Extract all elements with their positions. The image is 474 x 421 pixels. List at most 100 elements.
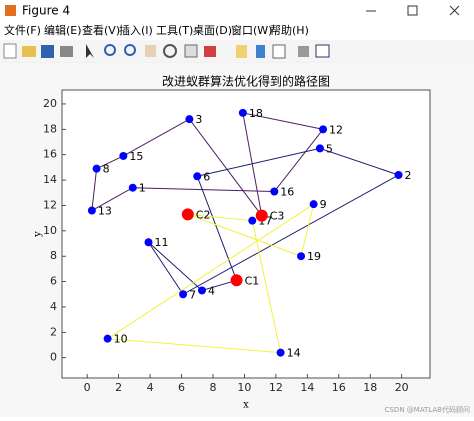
point-label: 13 bbox=[98, 205, 112, 218]
route-line bbox=[91, 112, 324, 216]
point-label: 11 bbox=[154, 236, 168, 249]
new-icon[interactable] bbox=[3, 43, 17, 59]
axes-box bbox=[61, 89, 431, 379]
customer-point bbox=[179, 290, 188, 299]
customer-point bbox=[248, 216, 257, 225]
customer-point bbox=[297, 252, 306, 261]
pointer-icon[interactable] bbox=[86, 44, 94, 58]
y-tick-label: 12 bbox=[43, 198, 57, 211]
point-label: 19 bbox=[307, 250, 321, 263]
open-icon[interactable] bbox=[22, 46, 36, 57]
customer-point bbox=[185, 115, 194, 124]
menu-item[interactable]: 插入(I) bbox=[119, 23, 153, 37]
title-bar bbox=[0, 0, 474, 22]
point-label: 4 bbox=[208, 284, 215, 297]
point-label: 16 bbox=[280, 185, 294, 198]
app-icon bbox=[5, 5, 16, 16]
y-tick-label: 8 bbox=[50, 249, 57, 262]
menu-item[interactable]: 编辑(E) bbox=[44, 23, 82, 37]
menu-item[interactable]: 查看(V) bbox=[82, 23, 120, 37]
customer-point bbox=[394, 171, 403, 180]
x-tick-label: 14 bbox=[300, 381, 314, 394]
point-label: 15 bbox=[129, 150, 143, 163]
menu-item[interactable]: 工具(T) bbox=[156, 24, 193, 37]
point-label: 6 bbox=[203, 170, 210, 183]
customer-point bbox=[197, 286, 206, 295]
point-label: 2 bbox=[405, 169, 412, 182]
point-label: 14 bbox=[287, 347, 301, 360]
menu-item[interactable]: 窗口(W) bbox=[231, 23, 272, 37]
point-label: 12 bbox=[329, 123, 343, 136]
y-tick-label: 6 bbox=[50, 275, 57, 288]
menu-item[interactable]: 帮助(H) bbox=[270, 23, 309, 37]
save-icon[interactable] bbox=[41, 45, 54, 58]
menu-item[interactable]: 文件(F) bbox=[4, 23, 41, 37]
y-tick-label: 16 bbox=[43, 148, 57, 161]
maximize-button[interactable] bbox=[407, 5, 418, 16]
customer-point bbox=[193, 172, 202, 181]
x-tick-label: 4 bbox=[147, 381, 154, 394]
x-tick-label: 0 bbox=[84, 381, 91, 394]
point-label: 5 bbox=[326, 142, 333, 155]
x-tick-label: 18 bbox=[363, 381, 377, 394]
x-tick-label: 16 bbox=[332, 381, 346, 394]
close-button[interactable] bbox=[449, 5, 460, 16]
customer-point bbox=[119, 151, 128, 160]
print-icon[interactable] bbox=[60, 46, 73, 57]
point-label: C2 bbox=[196, 208, 211, 221]
brush-icon[interactable] bbox=[204, 46, 216, 57]
toolbar-icons bbox=[3, 43, 330, 59]
point-label: 9 bbox=[320, 198, 327, 211]
y-tick-label: 18 bbox=[43, 122, 57, 135]
chart-title: 改进蚁群算法优化得到的路径图 bbox=[162, 74, 330, 89]
datatip-icon[interactable] bbox=[184, 44, 198, 58]
point-label: 1 bbox=[139, 182, 146, 195]
hide-tools-icon[interactable] bbox=[298, 46, 309, 57]
customer-point bbox=[92, 164, 101, 173]
menu-bar bbox=[0, 22, 474, 40]
y-tick-label: 20 bbox=[43, 97, 57, 110]
point-label: 8 bbox=[103, 163, 110, 176]
x-tick-label: 10 bbox=[237, 381, 251, 394]
menu-item[interactable]: 桌面(D) bbox=[193, 24, 232, 37]
dock-icon[interactable] bbox=[315, 44, 330, 58]
y-tick-label: 4 bbox=[50, 300, 57, 313]
customer-point bbox=[238, 108, 247, 117]
customer-point bbox=[103, 334, 112, 343]
watermark: CSDN @MATLAB代码顾问 bbox=[385, 405, 470, 414]
point-label: C3 bbox=[270, 210, 285, 223]
y-tick-label: 2 bbox=[50, 325, 57, 338]
point-label: 7 bbox=[189, 288, 196, 301]
y-tick-label: 14 bbox=[43, 173, 57, 186]
x-axis-label: x bbox=[243, 400, 249, 411]
point-label: 10 bbox=[114, 333, 128, 346]
point-label: 3 bbox=[195, 113, 202, 126]
depot-point bbox=[255, 209, 268, 222]
x-tick-label: 12 bbox=[269, 381, 283, 394]
point-label: 18 bbox=[249, 107, 263, 120]
depot-point bbox=[181, 208, 194, 221]
x-tick-label: 2 bbox=[115, 381, 122, 394]
y-tick-label: 10 bbox=[43, 224, 57, 237]
colorbar-icon[interactable] bbox=[256, 45, 265, 58]
pan-icon[interactable] bbox=[145, 45, 156, 57]
y-axis-label: y bbox=[33, 231, 44, 238]
customer-point bbox=[315, 144, 324, 153]
x-tick-label: 8 bbox=[209, 381, 216, 394]
customer-point bbox=[276, 348, 285, 357]
y-tick-label: 0 bbox=[50, 351, 57, 364]
zoom-out-icon[interactable] bbox=[124, 44, 136, 56]
customer-point bbox=[144, 238, 153, 247]
customer-point bbox=[309, 200, 318, 209]
link-icon[interactable] bbox=[236, 45, 247, 58]
axes bbox=[62, 90, 430, 378]
rotate-icon[interactable] bbox=[163, 44, 177, 58]
customer-point bbox=[319, 125, 328, 134]
zoom-in-icon[interactable] bbox=[104, 44, 116, 56]
point-label: C1 bbox=[245, 274, 260, 287]
legend-icon[interactable] bbox=[272, 44, 286, 59]
x-tick-label: 6 bbox=[178, 381, 185, 394]
customer-point bbox=[87, 206, 96, 215]
depot-point bbox=[230, 274, 243, 287]
